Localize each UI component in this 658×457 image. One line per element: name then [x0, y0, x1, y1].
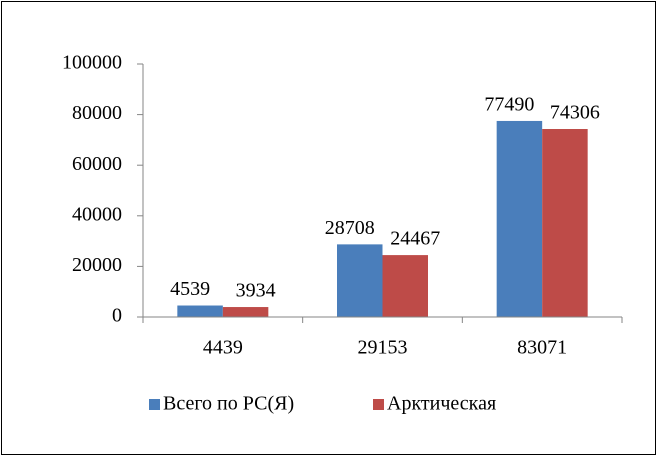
y-tick-label: 0	[112, 305, 122, 327]
data-label: 4539	[170, 278, 210, 300]
data-label: 74306	[550, 102, 600, 124]
y-tick-label: 80000	[72, 102, 122, 124]
legend-swatch	[149, 399, 160, 410]
x-tick-label: 29153	[358, 337, 408, 359]
data-label: 24467	[390, 228, 440, 250]
bar	[542, 129, 588, 317]
x-tick-label: 83071	[517, 337, 567, 359]
bar	[222, 307, 269, 317]
legend-label: Арктическая	[387, 393, 496, 415]
y-tick-label: 100000	[62, 52, 122, 74]
legend-swatch	[373, 399, 384, 410]
x-tick-label: 4439	[203, 337, 243, 359]
bar	[337, 244, 383, 317]
bar	[177, 305, 223, 317]
y-tick-label: 60000	[72, 153, 122, 175]
y-tick-label: 20000	[72, 254, 122, 276]
y-tick-label: 40000	[72, 203, 122, 225]
bar	[382, 255, 428, 317]
data-label: 3934	[236, 280, 276, 302]
legend-label: Всего по РС(Я)	[163, 393, 294, 415]
data-label: 28708	[325, 217, 375, 239]
bar	[496, 120, 543, 317]
data-label: 77490	[484, 94, 534, 116]
